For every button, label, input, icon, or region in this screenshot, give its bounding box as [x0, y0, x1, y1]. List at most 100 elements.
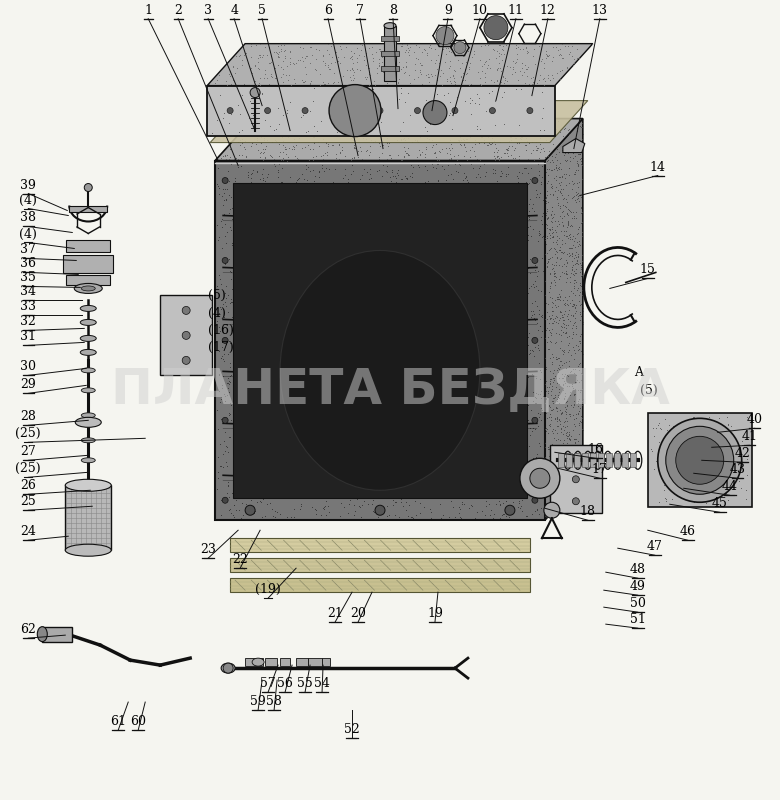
Text: 49: 49 [630, 580, 646, 593]
Point [252, 195, 264, 208]
Point [485, 186, 498, 199]
Point [568, 366, 580, 379]
Point [542, 211, 555, 224]
Point [550, 316, 562, 329]
Point [525, 71, 537, 84]
Point [436, 182, 448, 194]
Point [365, 171, 378, 184]
Point [444, 96, 456, 109]
Point [417, 124, 429, 137]
Point [265, 412, 278, 425]
Point [250, 182, 262, 195]
Point [488, 138, 501, 150]
Point [655, 422, 668, 435]
Point [217, 297, 229, 310]
Point [218, 387, 230, 400]
Point [218, 257, 231, 270]
Point [355, 411, 367, 424]
Point [454, 158, 466, 171]
Point [345, 126, 357, 139]
Point [338, 501, 350, 514]
Point [383, 509, 395, 522]
Point [392, 366, 404, 378]
Point [707, 418, 719, 431]
Point [442, 338, 455, 350]
Point [536, 230, 548, 243]
Point [295, 219, 307, 232]
Point [433, 223, 445, 236]
Point [258, 132, 271, 145]
Point [480, 386, 492, 398]
Point [506, 503, 519, 516]
Point [318, 416, 331, 429]
Point [330, 448, 342, 461]
Point [212, 326, 225, 339]
Point [257, 271, 269, 284]
Point [282, 211, 295, 224]
Point [223, 504, 236, 517]
Point [549, 158, 562, 171]
Point [296, 271, 309, 284]
Point [230, 317, 243, 330]
Point [402, 374, 414, 386]
Point [568, 280, 580, 293]
Point [278, 44, 290, 57]
Point [288, 143, 300, 156]
Point [563, 249, 576, 262]
Point [221, 182, 233, 195]
Point [546, 262, 558, 275]
Point [446, 201, 459, 214]
Point [351, 126, 363, 139]
Point [486, 85, 498, 98]
Point [559, 254, 572, 266]
Point [404, 287, 417, 300]
Point [347, 150, 360, 163]
Point [573, 238, 585, 250]
Point [315, 251, 328, 264]
Point [448, 510, 461, 523]
Point [562, 228, 575, 241]
Point [489, 341, 502, 354]
Point [476, 226, 488, 239]
Point [346, 158, 358, 171]
Point [357, 126, 370, 138]
Point [266, 364, 278, 377]
Point [483, 354, 495, 366]
Point [469, 138, 481, 150]
Point [366, 379, 378, 392]
Point [545, 207, 558, 220]
Point [553, 126, 566, 138]
Point [353, 331, 366, 344]
Point [564, 454, 576, 466]
Point [257, 183, 270, 196]
Point [573, 239, 586, 252]
Point [275, 176, 288, 189]
Point [516, 69, 528, 82]
Point [324, 116, 336, 129]
Point [546, 230, 558, 243]
Point [534, 388, 546, 401]
Point [551, 353, 563, 366]
Point [374, 133, 386, 146]
Point [513, 309, 526, 322]
Point [454, 487, 466, 500]
Point [511, 256, 523, 269]
Point [568, 298, 580, 310]
Point [473, 162, 485, 174]
Point [435, 160, 448, 173]
Point [370, 122, 383, 134]
Point [360, 264, 372, 277]
Point [402, 485, 414, 498]
Text: 24: 24 [20, 526, 36, 538]
Point [334, 510, 346, 522]
Point [287, 260, 300, 273]
Text: (25): (25) [16, 462, 41, 475]
Point [541, 426, 554, 439]
Point [516, 56, 528, 69]
Point [445, 138, 457, 150]
Point [300, 50, 313, 62]
Point [237, 285, 250, 298]
Point [543, 252, 555, 265]
Point [356, 103, 368, 116]
Point [255, 510, 268, 523]
